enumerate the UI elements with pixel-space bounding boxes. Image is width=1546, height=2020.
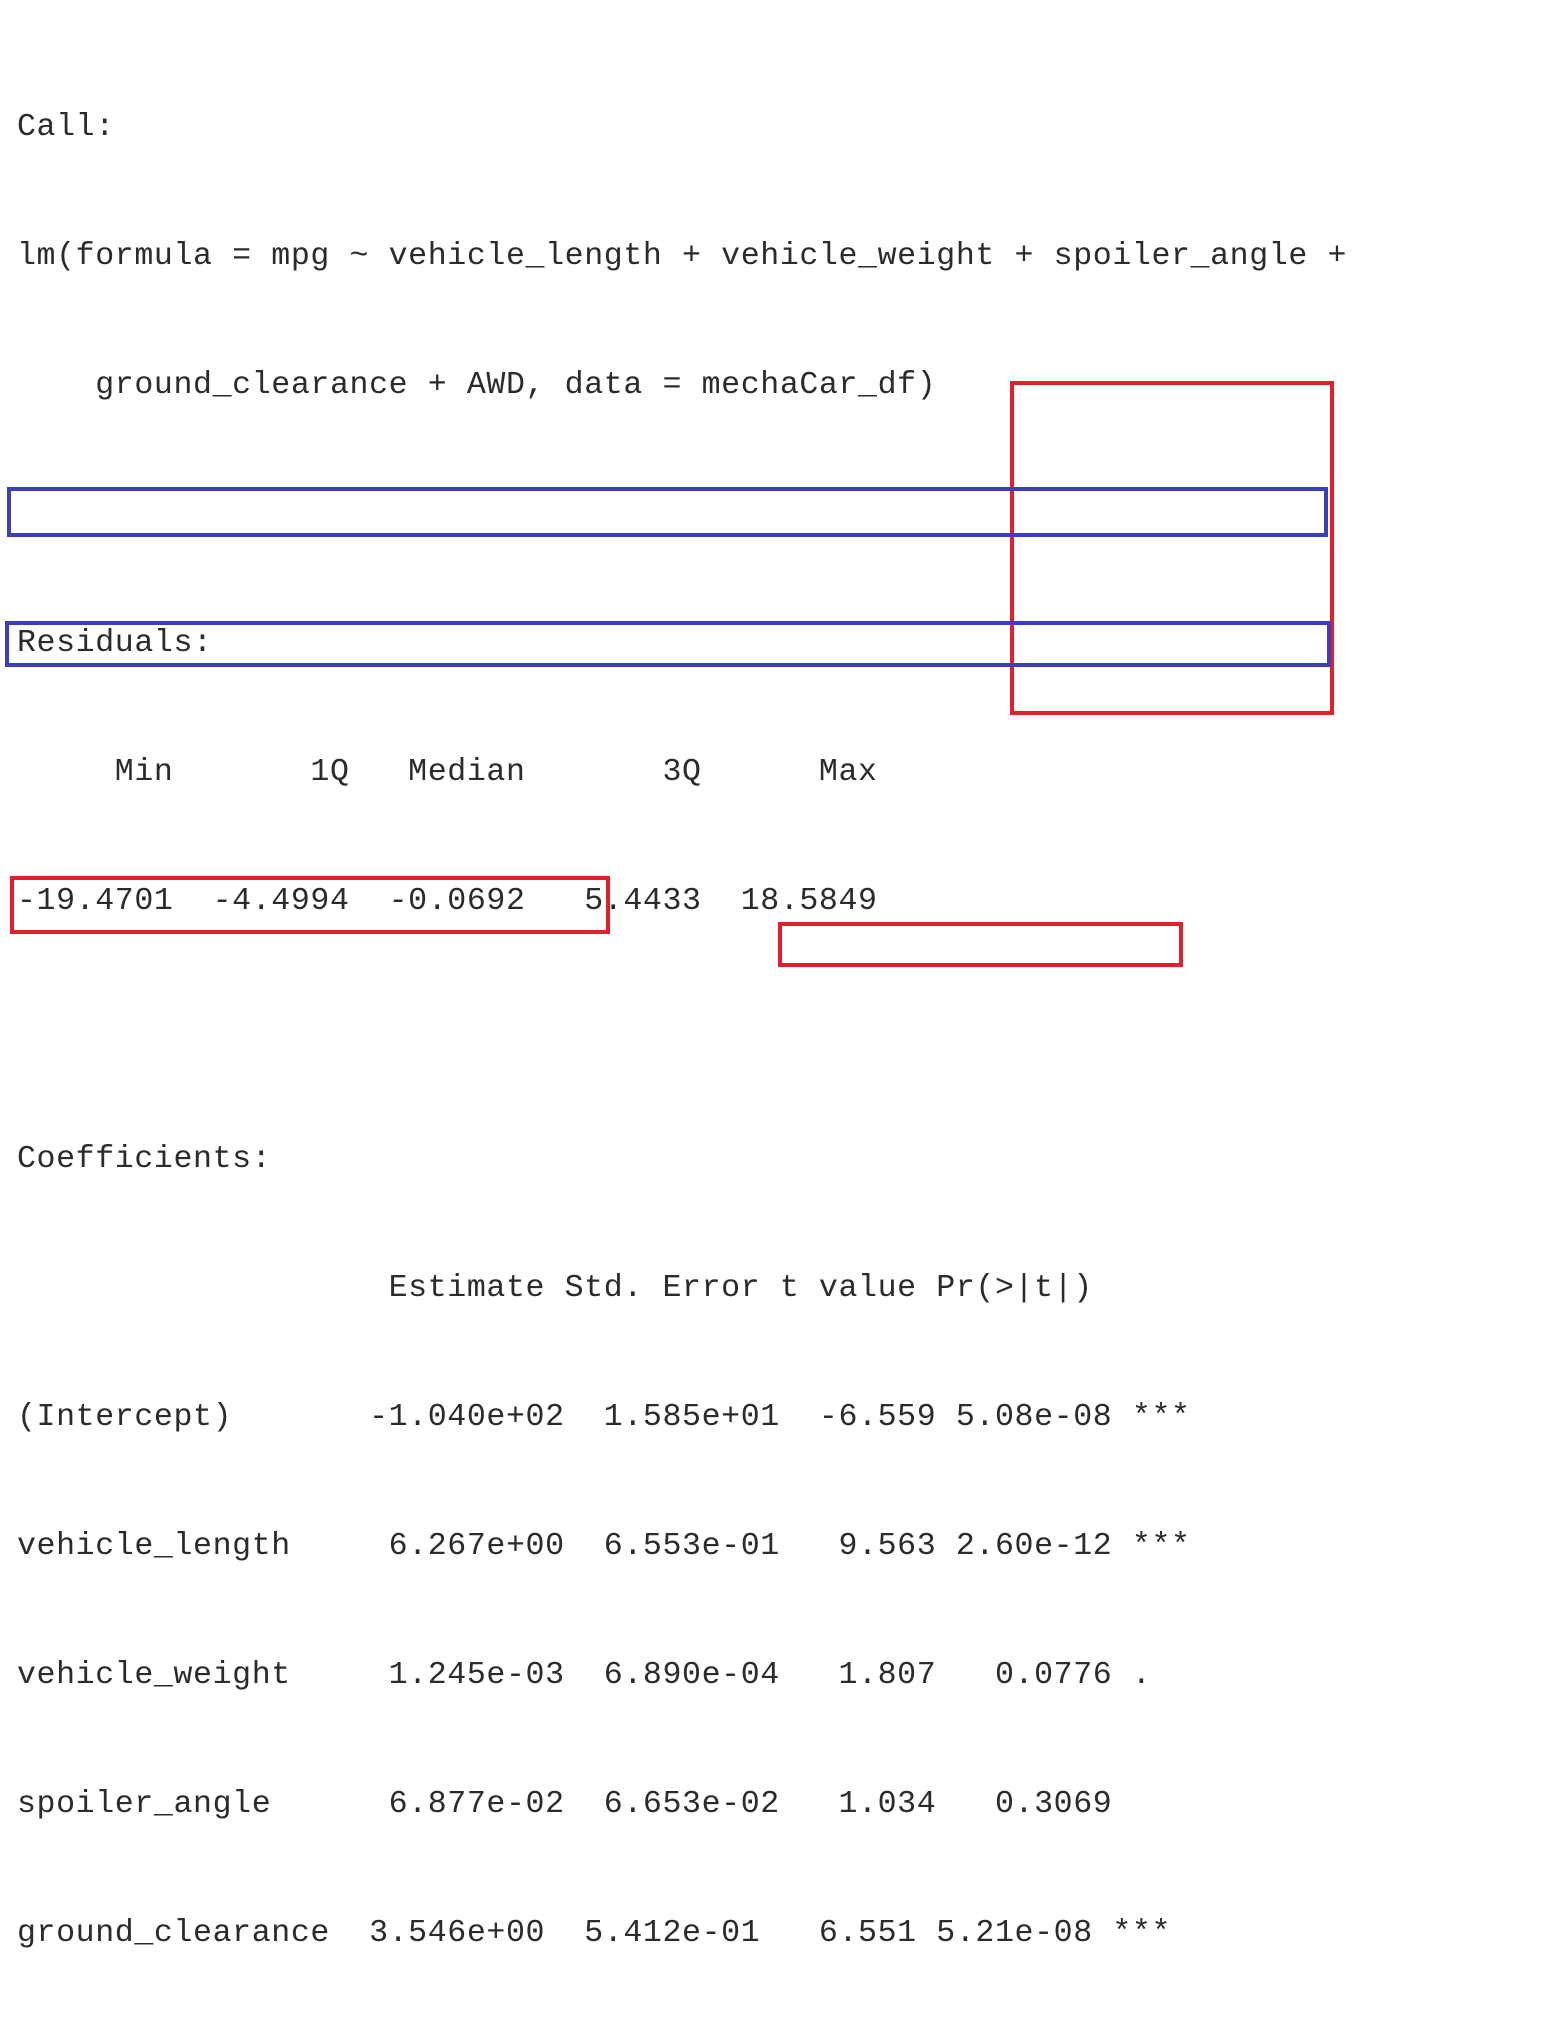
multiple-r-squared-highlight — [10, 876, 610, 934]
coef-row-vehicle-weight: vehicle_weight 1.245e-03 6.890e-04 1.807… — [17, 1658, 1191, 1693]
residuals-heading: Residuals: — [17, 626, 213, 661]
coef-row-intercept: (Intercept) -1.040e+02 1.585e+01 -6.559 … — [17, 1400, 1191, 1435]
coefficients-header-row: Estimate Std. Error t value Pr(>|t|) — [17, 1271, 1172, 1306]
r-console-output: Call: lm(formula = mpg ~ vehicle_length … — [17, 20, 1347, 2020]
ground-clearance-row-highlight — [5, 621, 1331, 667]
coef-row-vehicle-length: vehicle_length 6.267e+00 6.553e-01 9.563… — [17, 1529, 1191, 1564]
residuals-labels-row: Min 1Q Median 3Q Max — [17, 755, 898, 790]
vehicle-length-row-highlight — [7, 487, 1328, 537]
coef-row-spoiler-angle: spoiler_angle 6.877e-02 6.653e-02 1.034 … — [17, 1787, 1191, 1822]
coef-row-ground-clearance: ground_clearance 3.546e+00 5.412e-01 6.5… — [17, 1916, 1172, 1951]
formula-line-1: lm(formula = mpg ~ vehicle_length + vehi… — [17, 239, 1348, 274]
p-value-column-highlight — [1010, 381, 1334, 715]
p-value-highlight — [778, 922, 1183, 967]
coefficients-heading: Coefficients: — [17, 1142, 272, 1177]
formula-line-2: ground_clearance + AWD, data = mechaCar_… — [17, 368, 937, 403]
residuals-values-row: -19.4701 -4.4994 -0.0692 5.4433 18.5849 — [17, 884, 898, 919]
call-heading: Call: — [17, 110, 115, 145]
blank-line — [17, 1009, 1347, 1052]
